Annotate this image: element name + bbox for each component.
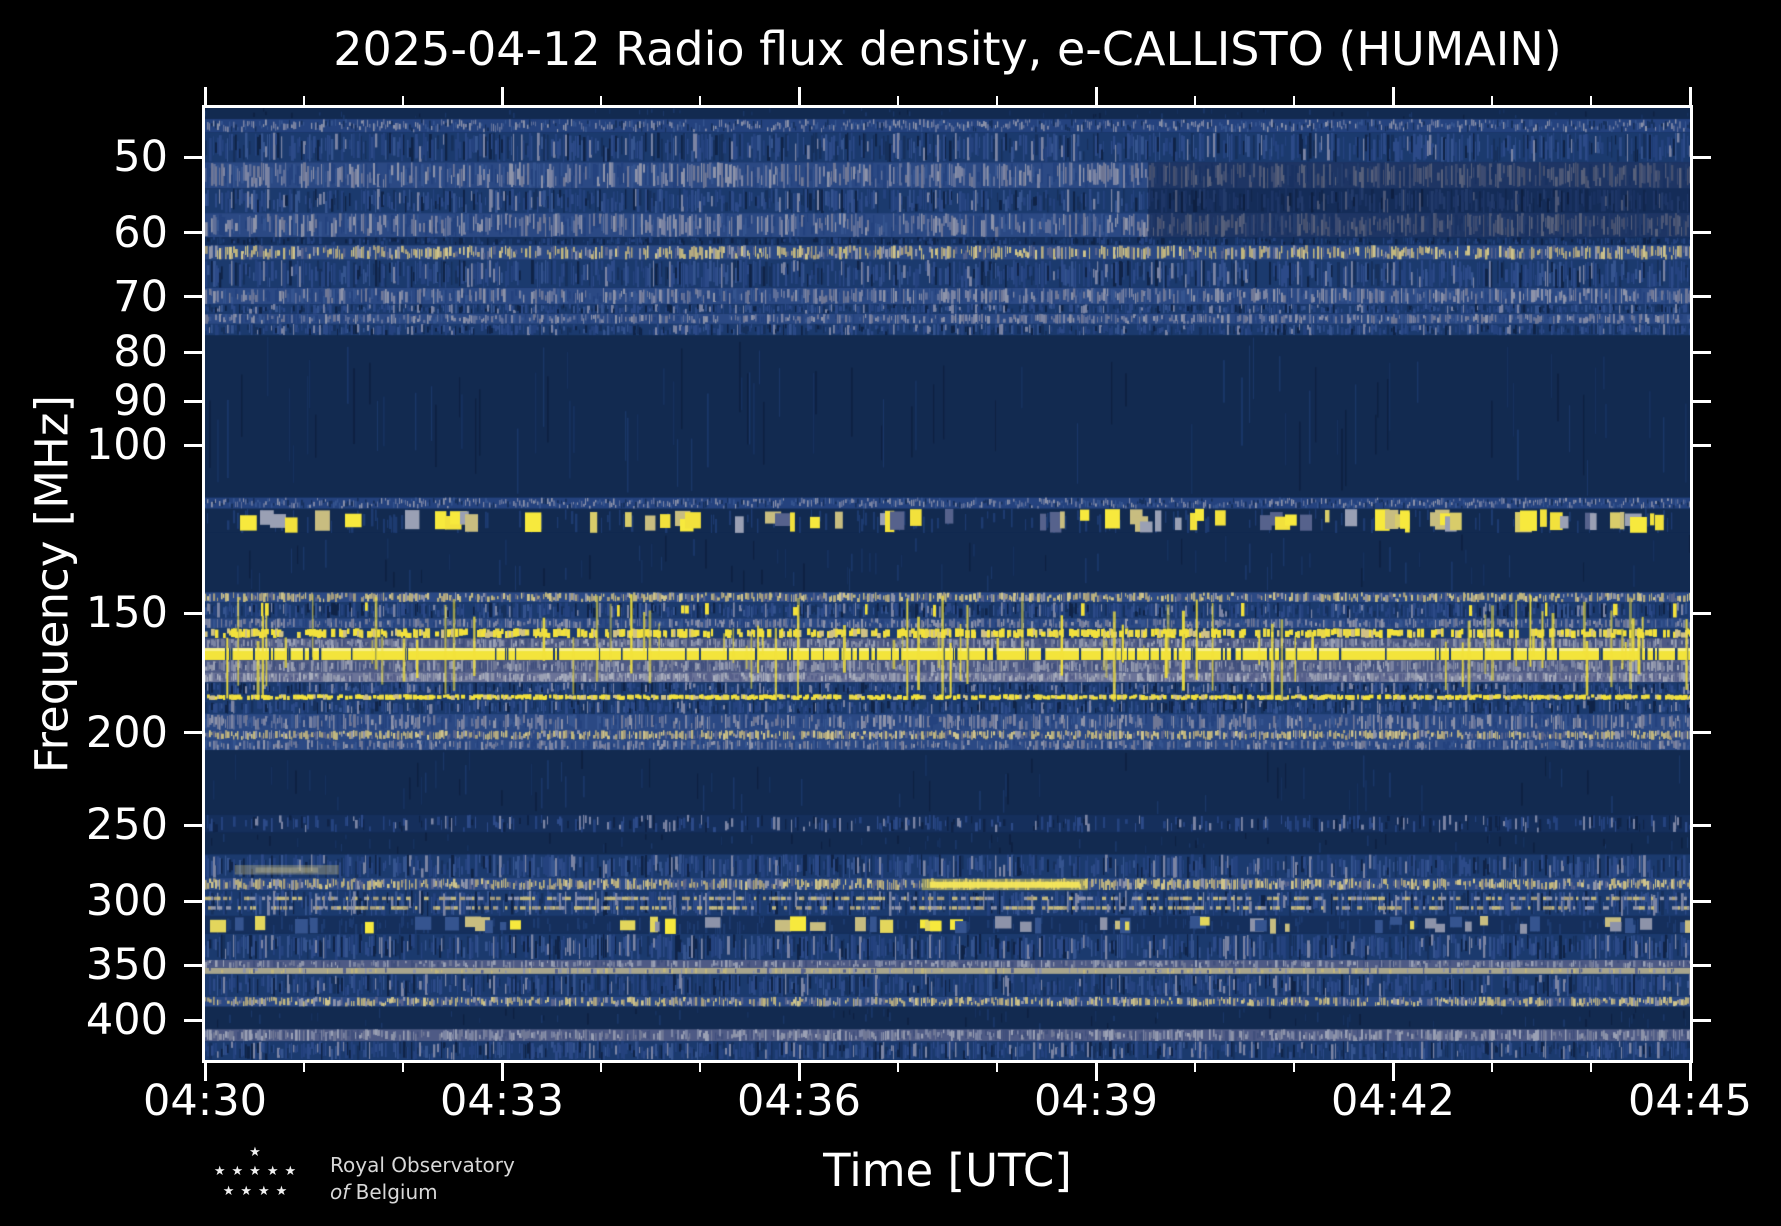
x-minor-tick-top: [699, 96, 701, 105]
x-minor-tick: [1491, 1063, 1493, 1072]
y-tick-label: 60: [113, 207, 168, 258]
x-major-tick: [500, 1063, 504, 1081]
y-tick: [184, 731, 202, 735]
x-minor-tick: [897, 1063, 899, 1072]
rob-logo: ★ ★★★★★ ★★★★: [203, 1144, 313, 1202]
y-tick-right: [1693, 731, 1711, 735]
y-tick: [184, 611, 202, 615]
x-major-tick: [1688, 1063, 1692, 1081]
x-major-tick-top: [1391, 87, 1395, 105]
y-tick: [184, 350, 202, 354]
y-tick-right: [1693, 295, 1711, 299]
x-major-tick-top: [1094, 87, 1098, 105]
x-major-tick-top: [203, 87, 207, 105]
x-minor-tick: [303, 1063, 305, 1072]
y-tick-right: [1693, 611, 1711, 615]
y-tick-right: [1693, 350, 1711, 354]
y-axis-label: Frequency [MHz]: [25, 394, 79, 774]
y-tick-label: 250: [85, 800, 168, 851]
x-minor-tick-top: [402, 96, 404, 105]
x-minor-tick: [1293, 1063, 1295, 1072]
rob-logo-stars-row3: ★★★★: [222, 1184, 294, 1199]
y-tick: [184, 155, 202, 159]
x-minor-tick-top: [1590, 96, 1592, 105]
x-tick-label: 04:36: [737, 1076, 861, 1126]
y-tick-right: [1693, 899, 1711, 903]
x-major-tick-top: [797, 87, 801, 105]
rob-logo-stars-row2: ★★★★★: [213, 1164, 303, 1179]
rob-logo-text-line1: Royal Observatory: [330, 1153, 515, 1177]
x-tick-label: 04:42: [1331, 1076, 1455, 1126]
y-tick-right: [1693, 823, 1711, 827]
rob-logo-text-line2: of Belgium: [330, 1179, 515, 1206]
y-tick: [184, 231, 202, 235]
y-tick-label: 350: [85, 940, 168, 990]
x-axis-label: Time [UTC]: [823, 1144, 1072, 1197]
x-tick-label: 04:45: [1628, 1076, 1752, 1126]
y-tick-right: [1693, 443, 1711, 447]
y-tick-label: 100: [85, 420, 168, 471]
x-minor-tick-top: [1293, 96, 1295, 105]
y-tick-label: 200: [85, 707, 168, 758]
y-tick: [184, 399, 202, 403]
x-minor-tick: [1590, 1063, 1592, 1072]
y-tick: [184, 823, 202, 827]
x-minor-tick-top: [303, 96, 305, 105]
y-tick-label: 80: [113, 327, 168, 378]
spectrogram-canvas: [205, 108, 1690, 1060]
x-minor-tick-top: [1194, 96, 1196, 105]
y-tick-label: 70: [113, 271, 168, 322]
y-tick-right: [1693, 399, 1711, 403]
x-major-tick: [203, 1063, 207, 1081]
rob-logo-text: Royal Observatory of Belgium: [330, 1152, 515, 1206]
x-minor-tick-top: [996, 96, 998, 105]
x-minor-tick: [600, 1063, 602, 1072]
y-tick-right: [1693, 963, 1711, 967]
x-minor-tick: [1194, 1063, 1196, 1072]
rob-logo-belgium: Belgium: [355, 1180, 438, 1204]
y-tick-label: 300: [85, 876, 168, 927]
x-minor-tick-top: [1491, 96, 1493, 105]
y-tick: [184, 963, 202, 967]
y-tick: [184, 1018, 202, 1022]
x-major-tick: [1391, 1063, 1395, 1081]
x-minor-tick: [699, 1063, 701, 1072]
x-minor-tick-top: [897, 96, 899, 105]
x-major-tick: [1094, 1063, 1098, 1081]
x-minor-tick: [996, 1063, 998, 1072]
y-tick-label: 150: [85, 588, 168, 639]
y-tick-right: [1693, 155, 1711, 159]
x-tick-label: 04:39: [1034, 1076, 1158, 1126]
plot-title: 2025-04-12 Radio flux density, e-CALLIST…: [333, 22, 1562, 76]
rob-logo-of: of: [330, 1180, 350, 1204]
x-minor-tick-top: [600, 96, 602, 105]
y-tick: [184, 295, 202, 299]
y-tick: [184, 899, 202, 903]
y-tick-right: [1693, 1018, 1711, 1022]
y-tick: [184, 443, 202, 447]
y-tick-right: [1693, 231, 1711, 235]
y-tick-label: 400: [85, 995, 168, 1046]
y-tick-label: 50: [113, 132, 168, 183]
x-tick-label: 04:30: [143, 1076, 267, 1126]
y-tick-label: 90: [113, 376, 168, 427]
x-major-tick-top: [1688, 87, 1692, 105]
x-major-tick-top: [500, 87, 504, 105]
x-minor-tick: [402, 1063, 404, 1072]
x-major-tick: [797, 1063, 801, 1081]
rob-logo-stars-row1: ★: [249, 1145, 267, 1160]
x-tick-label: 04:33: [440, 1076, 564, 1126]
